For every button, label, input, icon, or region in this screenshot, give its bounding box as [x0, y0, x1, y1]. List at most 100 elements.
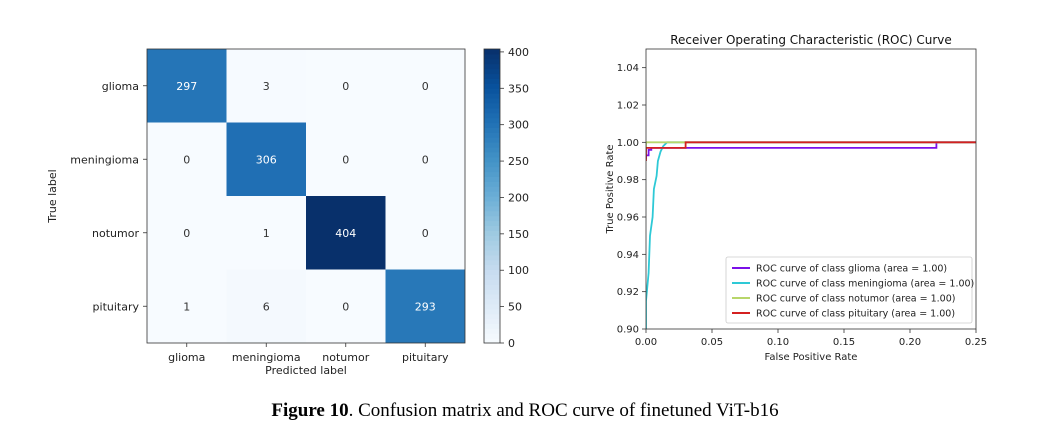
matrix-cell	[226, 269, 306, 343]
matrix-cell	[385, 269, 465, 343]
cell-value-label: 0	[422, 153, 429, 166]
cell-value-label: 1	[263, 227, 270, 240]
roc-chart: Receiver Operating Characteristic (ROC) …	[605, 33, 987, 363]
x-tick-label: 0.20	[899, 337, 921, 348]
legend-label: ROC curve of class pituitary (area = 1.0…	[756, 309, 955, 320]
colorbar-segment	[484, 88, 500, 94]
y-tick-label: 1.02	[617, 101, 639, 112]
colorbar-segment	[484, 294, 500, 300]
colorbar-segment	[484, 274, 500, 280]
cell-value-label: 293	[415, 300, 436, 313]
matrix-cell	[306, 196, 386, 270]
y-tick-label: 1.04	[617, 63, 639, 74]
colorbar-segment	[484, 245, 500, 251]
x-tick-label: 0.05	[701, 337, 723, 348]
colorbar-segment	[484, 259, 500, 266]
x-tick-label: 0.15	[833, 337, 855, 348]
colorbar-segment	[484, 240, 500, 246]
y-tick-label: glioma	[102, 80, 139, 93]
colorbar-segment	[484, 313, 500, 320]
colorbar-tick-label: 200	[508, 191, 529, 204]
y-tick-label: 0.92	[617, 287, 639, 298]
cell-value-label: 0	[342, 300, 349, 313]
colorbar-segment	[484, 333, 500, 339]
colorbar-segment	[484, 181, 500, 187]
x-tick-label: glioma	[168, 351, 205, 364]
colorbar-segment	[484, 210, 500, 217]
colorbar-segment	[484, 338, 500, 344]
matrix-cell	[385, 122, 465, 196]
colorbar-segment	[484, 166, 500, 173]
colorbar-segment	[484, 93, 500, 99]
x-axis-label: False Positive Rate	[765, 352, 858, 363]
y-tick-label: 0.94	[617, 250, 639, 261]
colorbar-segment	[484, 191, 500, 197]
colorbar-segment	[484, 171, 500, 177]
colorbar-segment	[484, 235, 500, 241]
legend-box	[725, 256, 973, 324]
plot-frame	[645, 48, 977, 330]
legend-label: ROC curve of class meningioma (area = 1.…	[756, 279, 974, 290]
matrix-cell	[306, 122, 386, 196]
colorbar-segment	[484, 249, 500, 256]
roc-series-line	[646, 141, 976, 160]
cell-value-label: 6	[263, 300, 270, 313]
cell-value-label: 0	[183, 153, 190, 166]
colorbar-tick-label: 100	[508, 264, 529, 277]
colorbar-segment	[484, 127, 500, 133]
colorbar-segment	[484, 220, 500, 226]
cell-value-label: 0	[422, 80, 429, 93]
colorbar-tick-label: 0	[508, 337, 515, 350]
cell-value-label: 297	[176, 80, 197, 93]
figure-caption: Figure 10. Confusion matrix and ROC curv…	[0, 400, 1050, 422]
colorbar-segment	[484, 225, 500, 231]
caption-label: Figure 10	[271, 400, 349, 421]
matrix-cell	[226, 122, 306, 196]
colorbar-tick-label: 300	[508, 119, 529, 132]
colorbar-segment	[484, 73, 500, 79]
matrix-cell	[147, 269, 227, 343]
cell-value-label: 1	[183, 300, 190, 313]
colorbar-segment	[484, 53, 500, 60]
roc-series-line	[646, 141, 976, 161]
colorbar-segment	[484, 156, 500, 163]
x-axis-label: Predicted label	[265, 364, 347, 377]
colorbar-segment	[484, 151, 500, 158]
colorbar-segment	[484, 318, 500, 324]
y-axis-label: True Positive Rate	[605, 144, 616, 234]
colorbar: 0 50 100 150 200 250 300 350 400	[483, 46, 529, 350]
colorbar-segment	[484, 279, 500, 285]
colorbar-segment	[484, 147, 500, 153]
cell-value-label: 0	[342, 153, 349, 166]
colorbar-segment	[484, 205, 500, 212]
colorbar-segment	[484, 107, 500, 114]
colorbar-segment	[484, 161, 500, 168]
colorbar-segment	[484, 264, 500, 271]
colorbar-segment	[484, 254, 500, 261]
y-tick-label: 0.98	[617, 175, 639, 186]
colorbar-tick-label: 50	[508, 301, 522, 314]
colorbar-segment	[484, 269, 500, 275]
colorbar-tick-label: 350	[508, 82, 529, 95]
colorbar-segment	[484, 68, 500, 75]
y-axis-label: True label	[46, 169, 59, 223]
x-tick-label: meningioma	[232, 351, 301, 364]
colorbar-segment	[484, 142, 500, 148]
colorbar-segment	[484, 63, 500, 70]
matrix-cell	[306, 49, 386, 123]
x-tick-label: 0.00	[635, 337, 657, 348]
colorbar-segment	[484, 78, 500, 84]
colorbar-segment	[484, 289, 500, 295]
y-tick-label: pituitary	[93, 300, 140, 313]
colorbar-segment	[484, 49, 500, 55]
matrix-cell	[147, 122, 227, 196]
matrix-cell	[226, 49, 306, 123]
colorbar-segment	[484, 186, 500, 192]
y-tick-label: 1.00	[617, 138, 639, 149]
cell-value-label: 3	[263, 80, 270, 93]
x-tick-label: 0.25	[965, 337, 987, 348]
colorbar-segment	[484, 308, 500, 315]
colorbar-tick-label: 150	[508, 228, 529, 241]
roc-series-line	[646, 141, 976, 329]
